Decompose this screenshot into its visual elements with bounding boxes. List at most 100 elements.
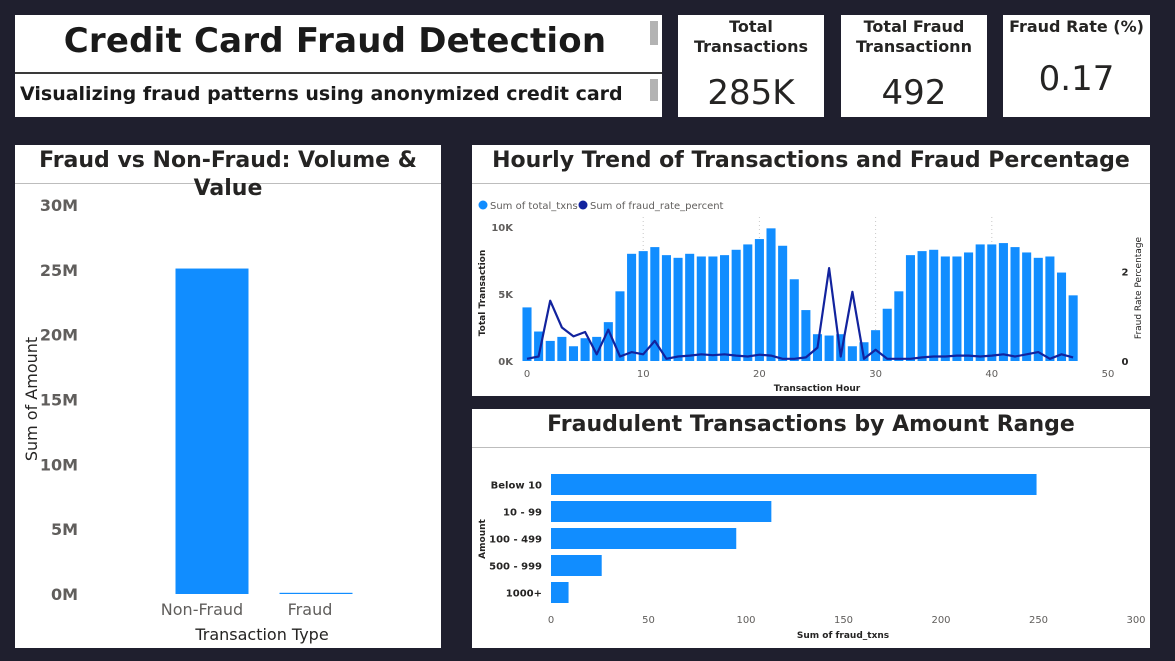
hourly-trend-chart: Sum of total_txns Sum of fraud_rate_perce…	[478, 200, 1144, 394]
x-tick-label: 300	[1126, 615, 1145, 626]
fraud-vs-nonfraud-chart: 0M 5M 10M 15M 20M 25M 30M Non-Fraud Fraud Transac…	[22, 196, 353, 644]
bar-hour-24	[801, 310, 811, 361]
kpi-label: Total Fraud Transactionn	[856, 17, 972, 56]
y-axis-title: Amount	[478, 518, 488, 558]
bar-hour-43	[1022, 252, 1032, 361]
chart-title: Fraud vs Non-Fraud: Volume & Value	[15, 145, 441, 201]
bar-hour-5	[580, 338, 590, 361]
amount-range-chart: Below 10 10 - 99 100 - 499 500 - 999 1000+ 0 5…	[478, 474, 1146, 641]
bar-below-10	[551, 474, 1037, 495]
bar-1000-	[551, 582, 569, 603]
kpi-value: 0.17	[1038, 59, 1115, 99]
kpi-label: Total Transactions	[693, 17, 809, 56]
bar-hour-22	[778, 245, 788, 361]
y-tick-label: 0M	[51, 585, 78, 604]
bar-hour-27	[836, 334, 846, 361]
chart-title: Fraudulent Transactions by Amount Range	[472, 409, 1150, 448]
y-tick-label: 5M	[51, 520, 78, 539]
bar-hour-6	[592, 336, 602, 361]
y-axis-title: Sum of Amount	[22, 337, 41, 461]
bar-hour-26	[824, 335, 834, 361]
y-right-tick-label: 0	[1122, 357, 1129, 368]
bar-10-99	[551, 501, 772, 522]
bar-hour-38	[964, 252, 974, 361]
report-title: Credit Card Fraud Detection	[63, 21, 607, 61]
x-tick-label: 0	[524, 369, 530, 380]
bar-hour-7	[603, 322, 613, 361]
bar-hour-30	[871, 330, 881, 361]
bar-hour-19	[743, 244, 753, 361]
y-right-axis-title: Fraud Rate Percentage	[1134, 236, 1144, 339]
bar-100-499	[551, 528, 737, 549]
bar-hour-35	[929, 249, 939, 361]
bar-hour-15	[696, 256, 706, 361]
x-axis-title: Transaction Hour	[774, 384, 861, 394]
y-tick-label: 30M	[40, 196, 78, 215]
y-axis-title: Total Transaction	[478, 250, 488, 337]
bar-hour-46	[1056, 272, 1067, 361]
bar-hour-13	[673, 257, 683, 361]
x-axis-title: Transaction Type	[194, 625, 328, 644]
y-tick-label: 500 - 999	[489, 562, 542, 573]
kpi-card-fraud-rate: Fraud Rate (%) 0.17	[1003, 15, 1150, 117]
bar-hour-4	[568, 346, 579, 361]
bar-hour-17	[720, 255, 730, 361]
bar-fraud	[279, 592, 353, 594]
x-axis-title: Sum of fraud_txns	[797, 631, 889, 641]
bar-hour-9	[627, 253, 637, 361]
bar-hour-28	[847, 346, 857, 361]
kpi-value: 285K	[707, 73, 795, 113]
y-tick-label: 1000+	[506, 589, 542, 600]
bar-hour-47	[1068, 295, 1078, 361]
kpi-card-total-fraud: Total Fraud Transactionn 492	[841, 15, 987, 117]
legend-label: Sum of fraud_rate_percent	[590, 201, 724, 212]
bar-hour-0	[522, 307, 532, 361]
x-tick-label: 30	[869, 369, 882, 380]
x-tick-label: 40	[985, 369, 998, 380]
y-tick-label: 15M	[40, 391, 78, 410]
x-tick-label: 50	[642, 615, 655, 626]
title-scrollbar[interactable]	[650, 21, 658, 45]
bar-hour-2	[545, 340, 555, 361]
y-tick-label: 10 - 99	[503, 508, 542, 519]
bar-500-999	[551, 555, 602, 576]
bar-hour-16	[708, 256, 718, 361]
y-tick-label: 10M	[40, 455, 78, 474]
fraud-vs-nonfraud-panel: Fraud vs Non-Fraud: Volume & Value 0M 5M 1…	[15, 145, 441, 648]
legend-label: Sum of total_txns	[490, 201, 578, 212]
header-divider	[15, 72, 662, 74]
bar-hour-44	[1033, 257, 1043, 361]
x-tick-label: 100	[736, 615, 755, 626]
bar-hour-45	[1045, 256, 1055, 361]
bar-hour-1	[534, 331, 544, 361]
report-subtitle: Visualizing fraud patterns using anonymi…	[20, 83, 623, 105]
bar-hour-29	[859, 342, 869, 361]
x-tick-label: 200	[931, 615, 950, 626]
bar-hour-14	[685, 253, 695, 361]
bar-hour-8	[615, 291, 625, 361]
bar-hour-31	[882, 308, 892, 361]
bar-hour-42	[1010, 247, 1020, 361]
amount-range-panel: Fraudulent Transactions by Amount Range …	[472, 409, 1150, 648]
y-tick-label: 5K	[498, 290, 514, 301]
y-tick-label: 10K	[491, 223, 514, 234]
x-tick-label: Fraud	[288, 600, 333, 619]
bar-hour-21	[766, 228, 776, 361]
y-right-tick-label: 2	[1122, 268, 1129, 279]
x-tick-label: 150	[834, 615, 853, 626]
bar-hour-3	[557, 336, 567, 361]
bar-hour-23	[789, 279, 799, 361]
x-tick-label: 0	[548, 615, 554, 626]
bar-hour-37	[952, 256, 962, 361]
bar-non-fraud	[175, 268, 249, 594]
bar-hour-36	[940, 256, 950, 361]
bar-hour-18	[731, 249, 741, 361]
report-header: Credit Card Fraud Detection Visualizing …	[15, 15, 662, 117]
chart-title: Hourly Trend of Transactions and Fraud P…	[472, 145, 1150, 184]
bar-hour-41	[998, 243, 1008, 361]
subtitle-scrollbar[interactable]	[650, 79, 658, 101]
legend-marker-total-txns	[478, 200, 488, 210]
y-tick-label: 25M	[40, 261, 78, 280]
y-tick-label: Below 10	[491, 481, 542, 492]
bar-hour-33	[905, 255, 915, 361]
